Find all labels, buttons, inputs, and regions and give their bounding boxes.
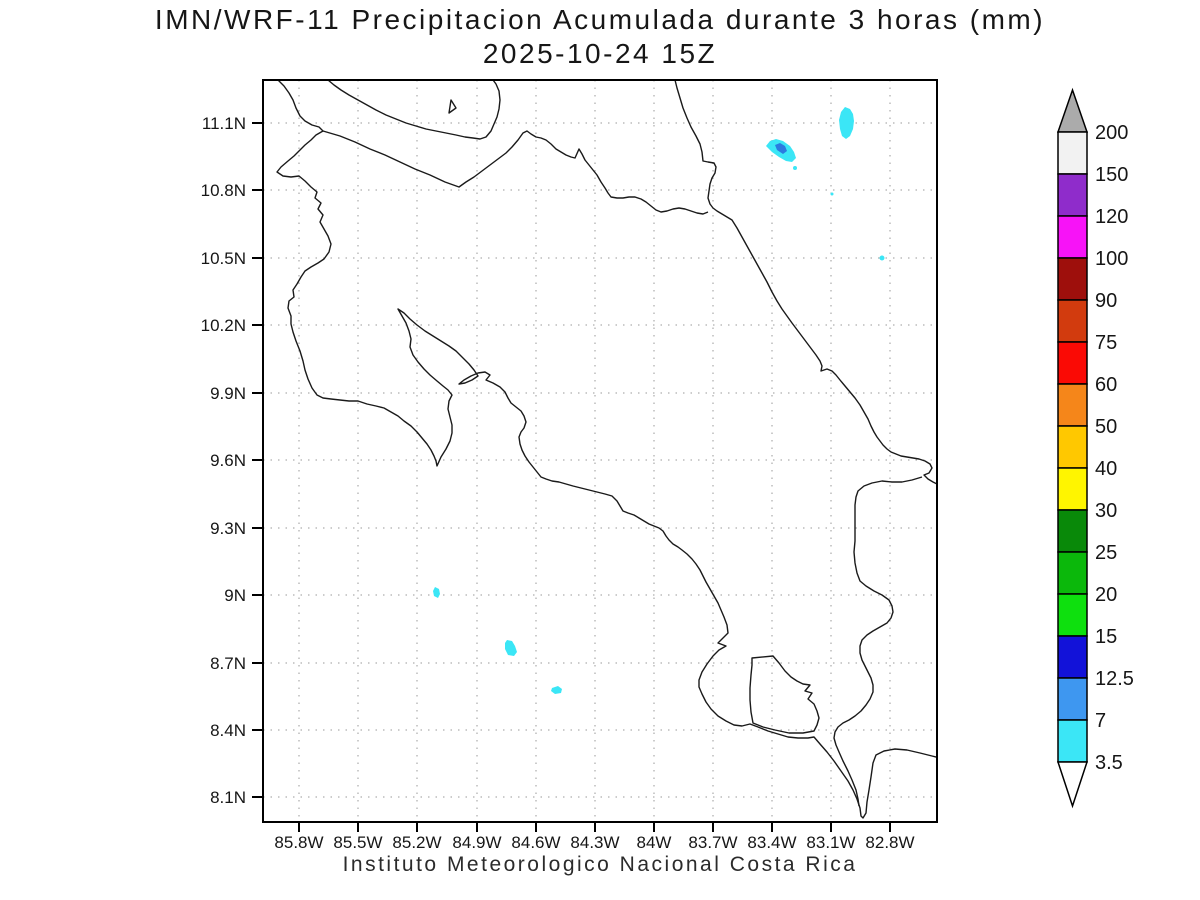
x-axis-tick-label: 84.3W <box>570 833 619 852</box>
y-axis-tick-label: 9.6N <box>210 451 246 470</box>
colorbar-level-label: 15 <box>1095 626 1117 648</box>
y-axis-labels: 11.1N 10.8N 10.5N 10.2N 9.9N 9.6N 9.3N 9N 8.7N 8.… <box>201 114 246 807</box>
y-axis-tick-label: 8.4N <box>210 721 246 740</box>
graticule-grid <box>263 80 937 822</box>
x-axis-tick-label: 85.2W <box>392 833 441 852</box>
colorbar-level-label: 12.5 <box>1095 668 1134 690</box>
colorbar-segment <box>1057 257 1088 301</box>
y-axis-tick-label: 8.7N <box>210 654 246 673</box>
colorbar-level-label: 3.5 <box>1095 752 1123 774</box>
border-panama <box>833 476 923 807</box>
caribbean-coastline <box>674 80 937 485</box>
colorbar-level-label: 30 <box>1095 500 1117 522</box>
colorbar-segment <box>1057 635 1088 679</box>
pacific-coastline <box>276 80 937 819</box>
plot-frame <box>262 79 938 823</box>
x-axis-tick-label: 83.7W <box>688 833 737 852</box>
colorbar <box>1056 87 1089 809</box>
colorbar-segment <box>1057 677 1088 721</box>
colorbar-level-label: 20 <box>1095 584 1117 606</box>
y-axis-tick-label: 8.1N <box>210 788 246 807</box>
x-axis-tick-label: 85.5W <box>333 833 382 852</box>
colorbar-level-label: 200 <box>1095 122 1128 144</box>
lake-island <box>448 99 457 114</box>
colorbar-segment <box>1057 341 1088 385</box>
x-axis-tick-label: 84.6W <box>511 833 560 852</box>
x-axis-tick-label: 82.8W <box>865 833 914 852</box>
colorbar-level-label: 120 <box>1095 206 1128 228</box>
colorbar-segment <box>1057 425 1088 469</box>
lake-nicaragua-shore <box>327 80 501 140</box>
golfo-dulce-shore <box>749 655 820 734</box>
precip-cell-ne-2 <box>839 107 854 139</box>
colorbar-segment <box>1057 551 1088 595</box>
colorbar-level-label: 100 <box>1095 248 1128 270</box>
colorbar-segment <box>1057 299 1088 343</box>
chart-footer: Instituto Meteorologico Nacional Costa R… <box>342 853 858 876</box>
precip-dot-2 <box>830 192 834 196</box>
y-axis-tick-label: 10.2N <box>201 316 246 335</box>
precip-dot-1 <box>793 166 797 170</box>
y-axis-tick-label: 10.8N <box>201 181 246 200</box>
x-axis-tick-label: 84.9W <box>452 833 501 852</box>
colorbar-level-label: 40 <box>1095 458 1117 480</box>
y-axis-tick-label: 10.5N <box>201 249 246 268</box>
colorbar-segment <box>1057 467 1088 511</box>
colorbar-arrow-top <box>1056 87 1089 133</box>
colorbar-arrow-bottom <box>1056 761 1089 809</box>
y-axis-tick-label: 9.3N <box>210 519 246 538</box>
colorbar-segment <box>1057 509 1088 553</box>
colorbar-level-label: 75 <box>1095 332 1117 354</box>
y-axis-tick-label: 9N <box>224 586 246 605</box>
colorbar-labels: 200 150 120 100 90 75 60 50 40 30 25 20 15 12.5 7 3.5 <box>1095 122 1134 774</box>
precip-cell-ne-1-core <box>775 143 787 154</box>
x-axis-labels: 85.8W 85.5W 85.2W 84.9W 84.6W 84.3W 84W 83.7W 83… <box>274 833 914 852</box>
colorbar-segment <box>1057 215 1088 259</box>
chart-title: IMN/WRF-11 Precipitacion Acumulada duran… <box>154 4 1046 35</box>
precip-cell-sw-1 <box>433 587 440 598</box>
y-axis-tick-label: 11.1N <box>202 114 246 133</box>
colorbar-segment <box>1057 719 1088 763</box>
colorbar-segment <box>1057 593 1088 637</box>
colorbar-level-label: 150 <box>1095 164 1128 186</box>
precip-dot-3 <box>879 255 885 261</box>
precip-cell-sw-3 <box>551 686 562 694</box>
x-axis-tick-label: 83.4W <box>747 833 796 852</box>
y-axis-tick-label: 9.9N <box>210 384 246 403</box>
map-geometry <box>276 80 937 819</box>
colorbar-segment <box>1057 131 1088 175</box>
precipitation-layer <box>433 107 885 694</box>
colorbar-level-label: 7 <box>1095 710 1106 732</box>
x-axis-tick-label: 84W <box>637 833 672 852</box>
chart-subtitle: 2025-10-24 15Z <box>482 38 718 69</box>
x-axis-tick-label: 83.1W <box>806 833 855 852</box>
axis-ticks <box>252 122 891 832</box>
colorbar-level-label: 25 <box>1095 542 1117 564</box>
colorbar-level-label: 90 <box>1095 290 1117 312</box>
x-axis-tick-label: 85.8W <box>274 833 323 852</box>
precip-cell-sw-2 <box>505 640 517 656</box>
colorbar-level-label: 60 <box>1095 374 1117 396</box>
colorbar-segment <box>1057 173 1088 217</box>
colorbar-segment <box>1057 383 1088 427</box>
colorbar-level-label: 50 <box>1095 416 1117 438</box>
border-nicaragua <box>322 130 709 215</box>
